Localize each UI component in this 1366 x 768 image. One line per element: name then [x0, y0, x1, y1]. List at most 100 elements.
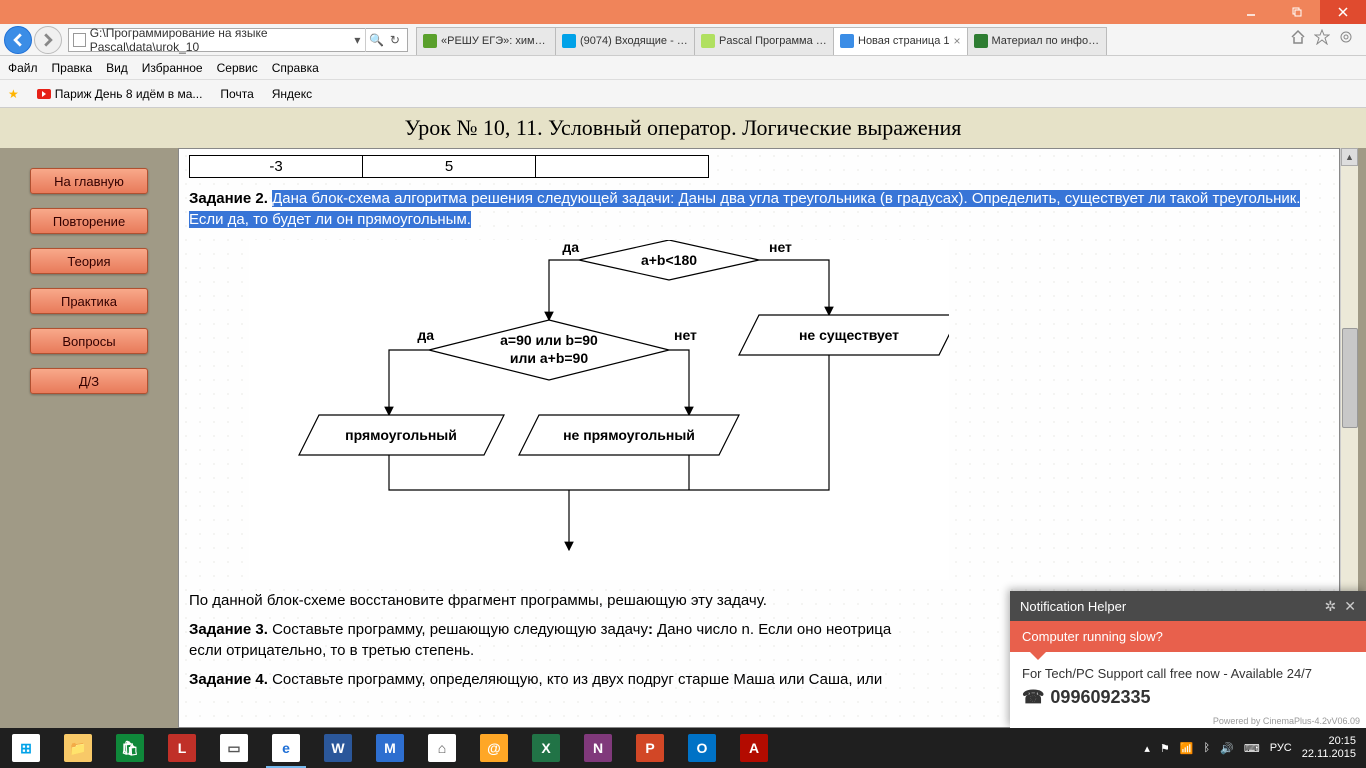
browser-tab[interactable]: (9074) Входящие - ol1s...	[555, 27, 695, 55]
sidebar-button[interactable]: Теория	[30, 248, 148, 274]
notification-footer: Powered by CinemaPlus-4.2vV06.09	[1010, 714, 1366, 728]
system-tray: ▴ ⚑ 📶 ᛒ 🔊 ⌨ РУС 20:15 22.11.2015	[1134, 735, 1366, 761]
menu-item[interactable]: Вид	[106, 61, 128, 75]
notification-alert[interactable]: Computer running slow?	[1010, 621, 1366, 652]
notification-close-icon[interactable]: ✕	[1344, 598, 1356, 615]
refresh-icon[interactable]: ↻	[387, 33, 403, 47]
notification-phone: ☎ 0996092335	[1022, 687, 1354, 708]
app-icon: ⌂	[428, 734, 456, 762]
data-table: -3 5	[189, 155, 709, 178]
menu-item[interactable]: Избранное	[142, 61, 203, 75]
tab-strip: «РЕШУ ЕГЭ»: химия. О... (9074) Входящие -…	[416, 25, 1282, 55]
bookmark-item[interactable]: Яндекс	[272, 87, 312, 101]
menu-bar: Файл Правка Вид Избранное Сервис Справка	[0, 56, 1366, 80]
tray-bluetooth-icon[interactable]: ᛒ	[1204, 742, 1211, 754]
tab-label: Pascal Программа для ...	[719, 35, 827, 47]
table-cell: 5	[363, 156, 536, 178]
page-sidebar: На главную Повторение Теория Практика Вопрос…	[0, 148, 178, 728]
bookmark-item[interactable]: Почта	[220, 87, 253, 101]
notification-text: For Tech/PC Support call free now - Avai…	[1022, 666, 1354, 681]
sidebar-button[interactable]: Практика	[30, 288, 148, 314]
taskbar-app[interactable]: N	[572, 728, 624, 768]
tray-volume-icon[interactable]: 🔊	[1220, 742, 1234, 755]
taskbar-app[interactable]: 🛍	[104, 728, 156, 768]
back-button[interactable]	[4, 26, 32, 54]
task-label: Задание 2.	[189, 190, 268, 207]
forward-button[interactable]	[34, 26, 62, 54]
table-cell	[536, 156, 709, 178]
favorites-icon[interactable]	[1314, 29, 1330, 50]
app-icon: 📁	[64, 734, 92, 762]
scroll-thumb[interactable]	[1342, 328, 1358, 428]
tray-keyboard-icon[interactable]: ⌨	[1244, 742, 1260, 755]
browser-tab[interactable]: Материал по информ...	[967, 27, 1107, 55]
taskbar-app[interactable]: ▭	[208, 728, 260, 768]
taskbar-app[interactable]: A	[728, 728, 780, 768]
taskbar-app[interactable]: ⌂	[416, 728, 468, 768]
flow-out1: прямоугольный	[345, 427, 457, 443]
menu-item[interactable]: Сервис	[217, 61, 258, 75]
browser-tab[interactable]: «РЕШУ ЕГЭ»: химия. О...	[416, 27, 556, 55]
close-button[interactable]	[1320, 0, 1366, 24]
bookmark-item[interactable]: Париж День 8 идём в ма...	[37, 87, 203, 101]
menu-item[interactable]: Справка	[272, 61, 319, 75]
tray-date: 22.11.2015	[1302, 748, 1356, 761]
menu-item[interactable]: Правка	[52, 61, 93, 75]
tray-network-icon[interactable]: 📶	[1180, 742, 1194, 755]
flowchart-diagram: a+b<180 да нет a=90 или b=90 или a+b=90 …	[249, 240, 949, 580]
tab-favicon	[423, 34, 437, 48]
sidebar-button[interactable]: Повторение	[30, 208, 148, 234]
toolbar-right	[1282, 29, 1362, 50]
tray-up-icon[interactable]: ▴	[1144, 742, 1150, 755]
notification-settings-icon[interactable]: ✲	[1325, 598, 1337, 615]
dropdown-icon[interactable]: ▾	[349, 33, 365, 47]
tray-action-center-icon[interactable]: ⚑	[1160, 742, 1170, 755]
flow-cond1: a+b<180	[641, 252, 697, 268]
browser-tab[interactable]: Новая страница 1×	[833, 27, 968, 55]
taskbar-app[interactable]: W	[312, 728, 364, 768]
home-icon[interactable]	[1290, 29, 1306, 50]
tray-clock[interactable]: 20:15 22.11.2015	[1302, 735, 1356, 761]
flow-yes2: да	[417, 327, 434, 343]
taskbar-app[interactable]: O	[676, 728, 728, 768]
flow-yes: да	[562, 240, 579, 255]
tools-icon[interactable]	[1338, 29, 1354, 50]
taskbar-app[interactable]: 📁	[52, 728, 104, 768]
minimize-button[interactable]	[1228, 0, 1274, 24]
task-body: Составьте программу, определяющую, кто и…	[272, 671, 882, 688]
page-title: Урок № 10, 11. Условный оператор. Логиче…	[0, 108, 1366, 148]
flow-out2: не прямоугольный	[563, 427, 695, 443]
tray-language[interactable]: РУС	[1270, 742, 1292, 754]
flow-cond2a: a=90 или b=90	[500, 332, 598, 348]
tab-close-icon[interactable]: ×	[950, 34, 961, 48]
taskbar-app[interactable]: ⊞	[0, 728, 52, 768]
task-2: Задание 2. Дана блок-схема алгоритма реш…	[189, 188, 1329, 230]
browser-navbar: G:\Программирование на языке Pascal\data…	[0, 24, 1366, 56]
menu-item[interactable]: Файл	[8, 61, 38, 75]
sidebar-button[interactable]: Д/З	[30, 368, 148, 394]
taskbar-app[interactable]: e	[260, 728, 312, 768]
sidebar-button[interactable]: Вопросы	[30, 328, 148, 354]
taskbar: ⊞ 📁 🛍L▭eWM ⌂ @XNPOA ▴ ⚑ 📶 ᛒ 🔊 ⌨ РУС 20:15 22…	[0, 728, 1366, 768]
tab-favicon	[840, 34, 854, 48]
browser-tab[interactable]: Pascal Программа для ...	[694, 27, 834, 55]
youtube-icon	[37, 89, 51, 99]
app-icon: A	[740, 734, 768, 762]
window-titlebar	[0, 0, 1366, 24]
notification-title: Notification Helper	[1020, 599, 1126, 614]
taskbar-app[interactable]: L	[156, 728, 208, 768]
taskbar-app[interactable]: @	[468, 728, 520, 768]
scroll-up-icon[interactable]: ▲	[1341, 148, 1358, 166]
sidebar-button[interactable]: На главную	[30, 168, 148, 194]
maximize-button[interactable]	[1274, 0, 1320, 24]
tab-label: «РЕШУ ЕГЭ»: химия. О...	[441, 35, 549, 47]
address-bar[interactable]: G:\Программирование на языке Pascal\data…	[68, 28, 408, 52]
search-icon[interactable]: 🔍	[365, 28, 387, 52]
tab-label: Материал по информ...	[992, 35, 1100, 47]
taskbar-app[interactable]: P	[624, 728, 676, 768]
taskbar-app[interactable]: X	[520, 728, 572, 768]
app-icon: W	[324, 734, 352, 762]
taskbar-app[interactable]: M	[364, 728, 416, 768]
favorites-star-icon[interactable]: ★	[8, 87, 19, 101]
flow-no2: нет	[674, 327, 697, 343]
